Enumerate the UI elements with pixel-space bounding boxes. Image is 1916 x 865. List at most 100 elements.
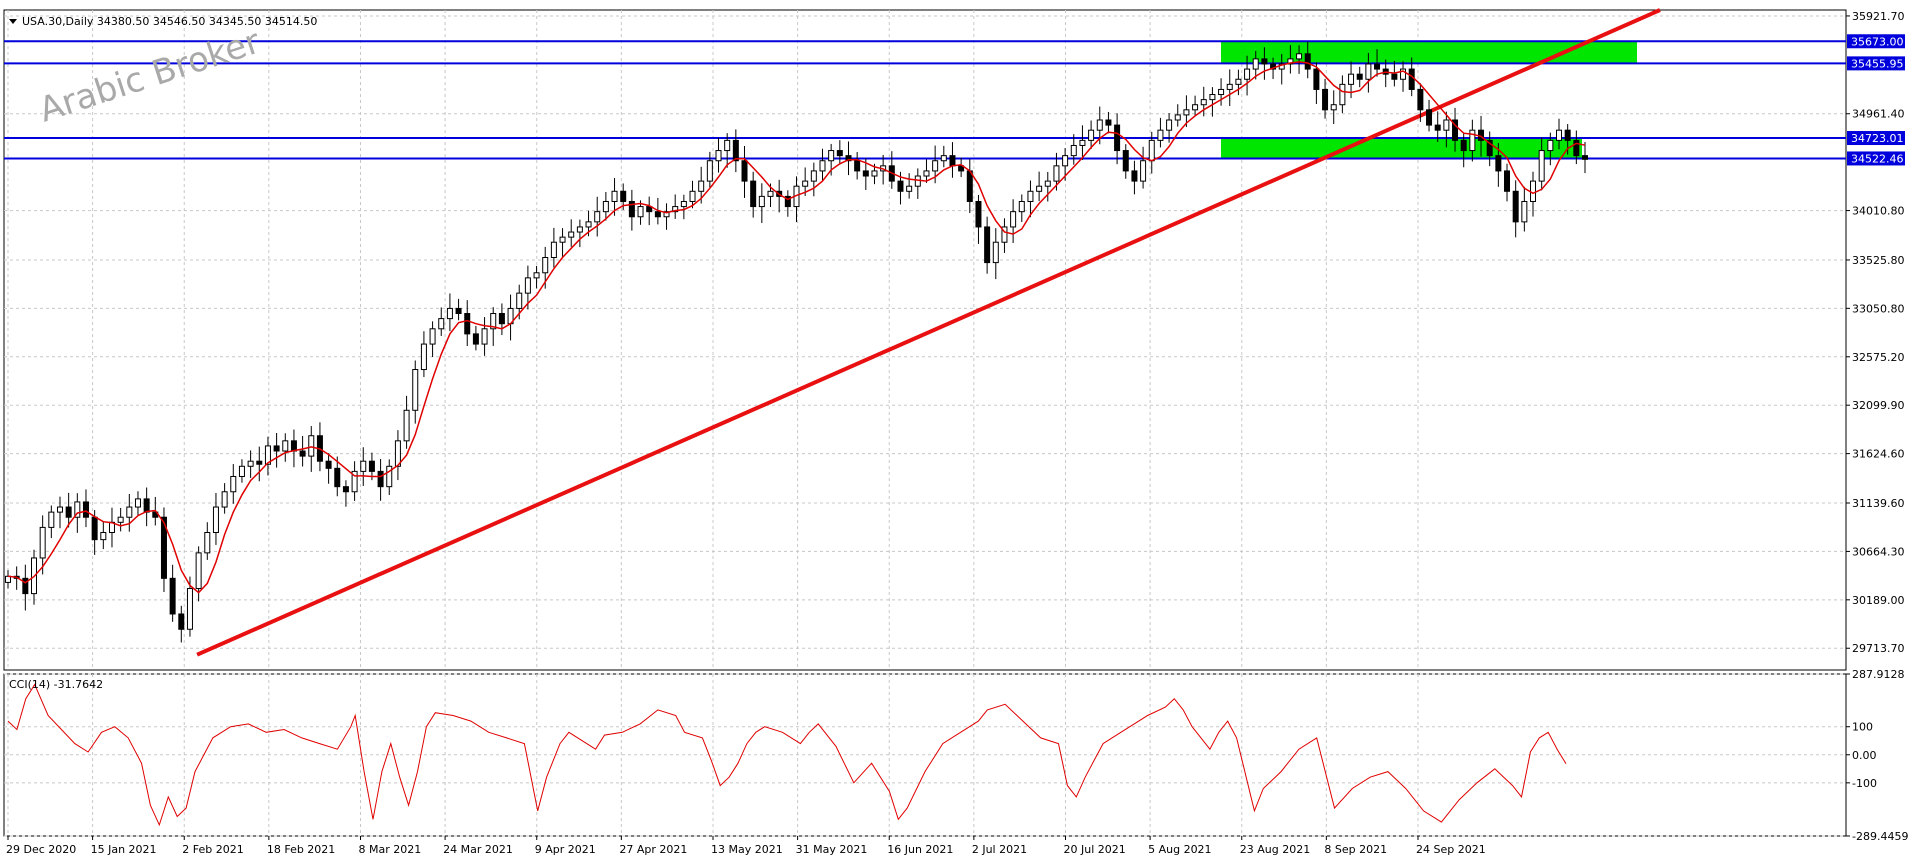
candle-body: [1486, 139, 1493, 157]
candle-body: [325, 460, 332, 469]
trendline[interactable]: [196, 8, 1661, 657]
candle-body: [334, 467, 341, 488]
candle-body: [1088, 129, 1095, 141]
cci-tick-label: 287.9128: [1852, 668, 1905, 681]
candle-body: [646, 206, 653, 213]
candle-body: [784, 195, 791, 208]
candle-body: [186, 588, 193, 630]
level-price-tag: [1847, 34, 1905, 49]
y-tick-label: 32575.20: [1852, 351, 1905, 364]
level-price-tag: [1847, 151, 1905, 166]
dropdown-triangle-icon[interactable]: [9, 19, 17, 24]
candle-body: [1417, 88, 1424, 111]
x-tick-label: 9 Apr 2021: [535, 843, 596, 856]
candle-body: [585, 221, 592, 228]
candle-body: [446, 307, 453, 320]
x-tick-label: 29 Dec 2020: [6, 843, 76, 856]
candle-body: [1582, 155, 1588, 160]
candle-body: [1426, 109, 1433, 126]
candle-body: [533, 272, 540, 279]
candle-body: [1036, 185, 1043, 192]
candle-body: [464, 313, 471, 335]
zone-rect: [1221, 138, 1582, 159]
candle-body: [264, 445, 271, 465]
candle-body: [949, 155, 956, 167]
candle-body: [273, 445, 280, 452]
candle-body: [1573, 139, 1580, 157]
candle-body: [914, 175, 921, 187]
candle-body: [1183, 109, 1190, 116]
candle-body: [420, 343, 427, 371]
candle-body: [247, 460, 254, 467]
candle-body: [975, 200, 982, 228]
candle-body: [1114, 124, 1121, 152]
candle-body: [1356, 73, 1363, 80]
candle-body: [1512, 190, 1519, 223]
candle-body: [637, 206, 644, 218]
cci-label: CCI(14) -31.7642: [9, 678, 103, 691]
candle-body: [854, 160, 861, 172]
candle-body: [455, 307, 462, 315]
candle-body: [1460, 139, 1467, 152]
candle-body: [984, 226, 991, 264]
candle-body: [143, 498, 150, 513]
candle-body: [351, 470, 358, 493]
candle-body: [472, 333, 479, 345]
price-pane[interactable]: [3, 9, 1847, 671]
cci-axis[interactable]: 287.9128 100 0.00 -100 -289.4459: [1846, 668, 1908, 843]
y-tick-label: 34010.80: [1852, 205, 1905, 218]
candle-body: [308, 435, 315, 457]
candle-body: [672, 206, 679, 213]
candle-body: [65, 506, 72, 518]
candle-body: [438, 318, 445, 330]
y-tick-label: 33050.80: [1852, 302, 1905, 315]
trendline-segment[interactable]: [196, 8, 1661, 657]
candle-body: [238, 465, 245, 477]
cci-tick-label: 100: [1852, 721, 1873, 734]
candle-body: [542, 257, 549, 274]
candle-body: [758, 195, 765, 208]
candle-body: [195, 552, 202, 590]
candle-body: [715, 150, 722, 162]
time-axis[interactable]: 29 Dec 2020 15 Jan 2021 2 Feb 2021 18 Feb 2…: [6, 836, 1486, 856]
candle-body: [628, 200, 635, 218]
candle-body: [204, 532, 211, 554]
candle-body: [663, 211, 670, 218]
y-tick-label: 30189.00: [1852, 594, 1905, 607]
candle-body: [1287, 58, 1294, 65]
price-axis[interactable]: 35921.70 34961.40 34010.80 33525.80 33050.80…: [1846, 10, 1905, 655]
candle-body: [48, 511, 55, 528]
cci-tick-label: -289.4459: [1852, 830, 1908, 843]
x-tick-label: 13 May 2021: [711, 843, 783, 856]
candle-body: [706, 160, 713, 182]
candle-body: [117, 516, 124, 523]
candle-body: [1140, 160, 1147, 182]
candle-body: [1469, 129, 1476, 152]
candle-body: [481, 328, 488, 345]
candle-body: [1408, 68, 1415, 90]
candle-body: [1521, 200, 1528, 223]
y-tick-label: 34961.40: [1852, 108, 1905, 121]
level-price-tags: 35673.00 35455.95 34723.01 34522.46: [1847, 34, 1905, 166]
candle-body: [602, 200, 609, 213]
candle-body: [1564, 129, 1571, 141]
candle-body: [212, 506, 219, 534]
level-price-label: 34522.46: [1851, 152, 1904, 165]
candle-body: [1495, 155, 1502, 172]
candle-body: [134, 498, 141, 508]
candle-body: [576, 226, 583, 233]
candle-body: [1166, 119, 1173, 131]
candle-body: [1434, 124, 1441, 131]
candle-body: [1400, 68, 1407, 80]
candle-body: [169, 577, 176, 615]
candle-body: [1443, 119, 1450, 131]
level-price-tag: [1847, 131, 1905, 146]
candle-body: [689, 190, 696, 202]
candle-body: [1174, 114, 1181, 121]
x-tick-label: 15 Jan 2021: [91, 843, 157, 856]
y-tick-label: 32099.90: [1852, 399, 1905, 412]
candle-body: [1556, 129, 1563, 141]
candle-body: [1330, 104, 1337, 111]
candle-body: [966, 170, 973, 202]
